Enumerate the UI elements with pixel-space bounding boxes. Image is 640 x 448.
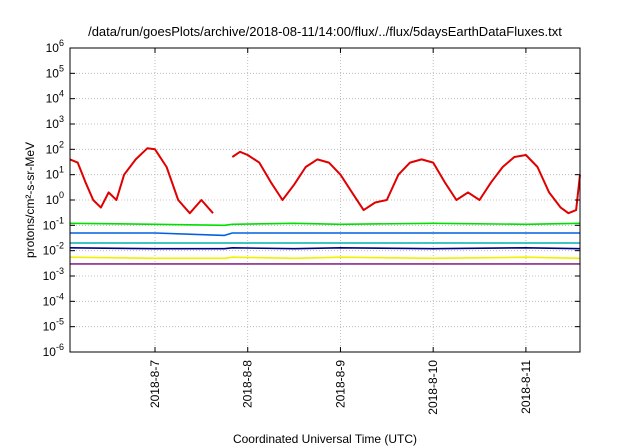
x-axis-label: Coordinated Universal Time (UTC) [233,432,417,446]
series-line-3 [70,232,580,237]
y-tick-label: 102 [46,139,64,156]
chart-title: /data/run/goesPlots/archive/2018-08-11/1… [88,24,562,39]
y-tick-label: 101 [46,165,64,182]
y-axis-label: protons/cm²-s-sr-MeV [23,142,37,258]
y-tick-label: 10-2 [43,241,64,258]
grid [70,47,580,353]
x-axis: 2018-8-7 2018-8-8 2018-8-9 2018-8-10 2018-8-… [148,48,533,415]
x-tick-label: 2018-8-9 [333,360,347,408]
x-tick-label: 2018-8-10 [426,360,440,415]
series-group [69,147,581,265]
x-tick-label: 2018-8-8 [241,360,255,408]
x-tick-label: 2018-8-11 [519,360,533,414]
y-tick-label: 104 [46,89,64,106]
y-tick-label: 10-4 [43,291,64,308]
series-line-5 [69,247,581,250]
y-axis: 106 105 104 103 102 101 100 10-1 10-2 10-3 10-4 10-… [43,38,580,359]
series-line-6 [69,256,581,260]
y-tick-label: 106 [46,38,64,55]
y-tick-label: 10-3 [43,266,64,283]
series-line-2 [69,222,581,227]
series-line-1 [69,147,581,215]
y-tick-label: 10-6 [43,342,64,359]
y-tick-label: 10-1 [43,215,64,232]
y-tick-label: 100 [46,190,64,207]
y-tick-label: 105 [46,63,64,80]
y-tick-label: 10-5 [43,317,64,334]
y-tick-label: 103 [46,114,64,131]
x-tick-label: 2018-8-7 [148,360,162,408]
